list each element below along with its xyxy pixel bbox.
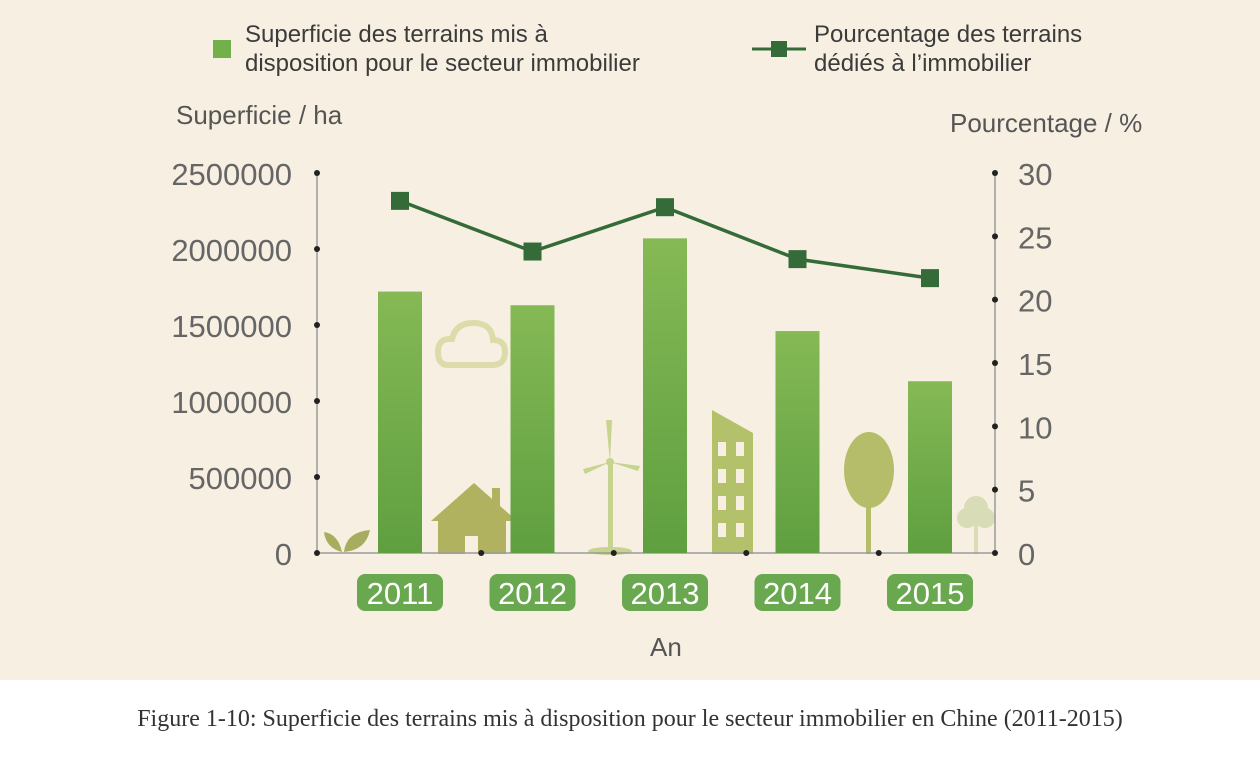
x-axis-tick-dot (610, 550, 617, 556)
decorative-illustrations (324, 319, 995, 555)
right-axis-tick-dot (992, 486, 998, 493)
line-point-2015 (921, 269, 939, 288)
left-axis-title: Superficie / ha (176, 100, 343, 130)
small-tree-icon (957, 496, 995, 554)
bar-2014 (775, 331, 820, 553)
x-tick-label: 2012 (498, 576, 567, 611)
left-axis-tick-label: 2000000 (171, 233, 292, 268)
x-tick-label: 2011 (367, 576, 434, 611)
right-axis-tick-label: 10 (1018, 410, 1052, 445)
x-axis-tick-dot (478, 550, 485, 556)
figure-caption: Figure 1-10: Superficie des terrains mis… (137, 706, 1123, 732)
building-icon (712, 410, 753, 554)
x-tick-tag-2012: 2012 (489, 574, 576, 611)
cloud-icon (434, 319, 509, 368)
legend-item-line: Pourcentage des terrains dédiés à l’immo… (752, 20, 1082, 78)
x-tick-tag-2013: 2013 (622, 574, 708, 611)
x-axis-title: An (650, 632, 682, 662)
left-axis-tick-label: 1000000 (171, 385, 292, 420)
chart-panel: Superficie des terrains mis à dispositio… (0, 0, 1260, 680)
left-axis-tick-dot (314, 550, 320, 556)
right-axis-tick-dot (992, 360, 998, 366)
line-point-2014 (788, 250, 807, 269)
x-axis-tick-dot (875, 550, 882, 556)
line-point-2011 (391, 191, 409, 210)
bar-2011 (378, 291, 422, 553)
right-axis-tick-label: 5 (1018, 474, 1035, 509)
bar-2012 (510, 305, 555, 553)
x-tick-label: 2014 (763, 576, 832, 611)
right-axis-tick-dot (992, 296, 998, 303)
x-tick-tag-bg (622, 574, 708, 611)
legend-bar-swatch (213, 40, 231, 58)
x-tick-label: 2013 (631, 576, 700, 611)
left-axis-tick-label: 0 (275, 537, 292, 572)
house-icon (431, 483, 517, 554)
right-axis-tick-dot (992, 550, 998, 556)
line-point-2013 (656, 198, 674, 217)
x-tick-tag-2015: 2015 (887, 574, 973, 611)
left-axis-tick-label: 500000 (189, 461, 292, 496)
legend-line-label: Pourcentage des terrains dédiés à l’immo… (814, 21, 1083, 77)
x-tick-tag-bg (489, 574, 576, 611)
x-axis-tick-dot (743, 550, 750, 556)
leaf-sprout-icon (324, 530, 370, 552)
chart-plot: 0 500000 1000000 1500000 2000000 2500000 0 5 10 1… (171, 157, 1052, 611)
left-axis-tick-dot (314, 322, 320, 328)
left-axis-tick-dot (314, 246, 320, 252)
x-axis-tick-labels: 2011 2012 2013 2014 2015 (357, 574, 973, 611)
x-tick-tag-bg (357, 574, 443, 611)
left-axis-tick-dot (314, 398, 320, 404)
right-axis-tick-dot (992, 170, 998, 176)
left-axis-tick-dot (314, 170, 320, 176)
left-axis-tick-label: 1500000 (171, 309, 292, 344)
legend-line-swatch (752, 41, 806, 57)
x-tick-tag-bg (754, 574, 841, 611)
legend-bar-label: Superficie des terrains mis à dispositio… (245, 21, 640, 77)
line-series (391, 191, 939, 288)
right-axis-tick-dot (992, 423, 998, 430)
right-axis-tick-label: 30 (1018, 157, 1052, 192)
right-axis-tick-dot (992, 233, 998, 240)
x-tick-tag-2014: 2014 (754, 574, 841, 611)
right-axis-title: Pourcentage / % (950, 108, 1143, 138)
right-axis-tick-label: 0 (1018, 537, 1035, 572)
x-tick-label: 2015 (896, 576, 965, 611)
bar-2015 (908, 381, 952, 553)
bar-2013 (643, 238, 687, 554)
left-axis-tick-label: 2500000 (171, 157, 292, 192)
left-axis-tick-dot (314, 474, 320, 480)
wind-turbine-icon (583, 420, 640, 555)
right-axis-tick-label: 15 (1018, 347, 1052, 382)
line-point-2012 (523, 242, 542, 261)
tree-icon (844, 432, 894, 554)
right-axis-tick-label: 20 (1018, 284, 1052, 319)
legend-item-bar: Superficie des terrains mis à dispositio… (213, 20, 640, 78)
right-axis-tick-label: 25 (1018, 220, 1052, 255)
bar-series (378, 238, 952, 554)
x-tick-tag-bg (887, 574, 973, 611)
x-tick-tag-2011: 2011 (357, 574, 443, 611)
